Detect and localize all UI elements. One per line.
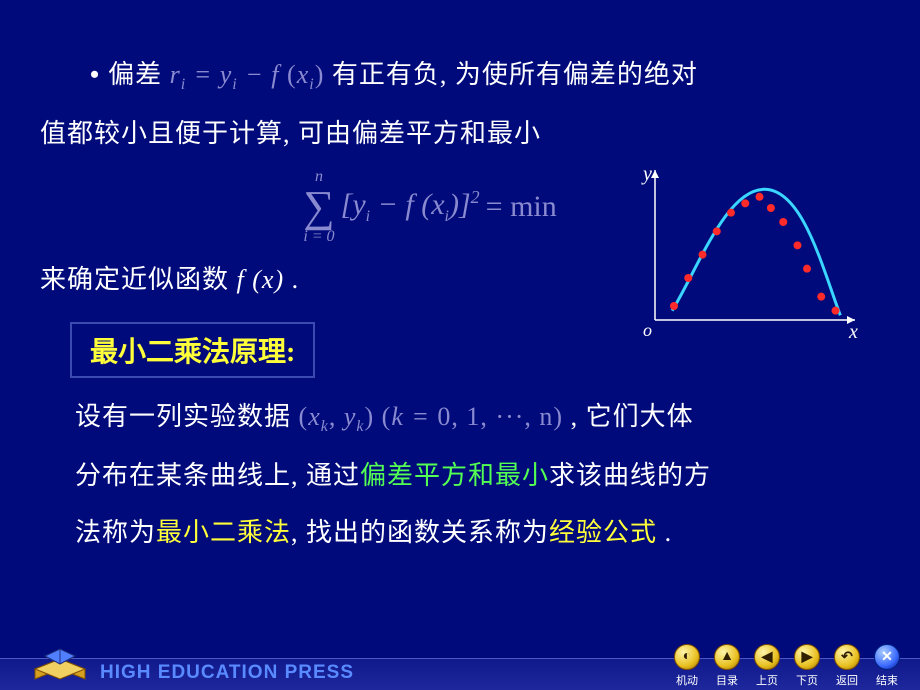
- footer: HIGH EDUCATION PRESS ◐ 机动 ▲ 目录 ◀ 上页 ▶ 下页 ↶ 返回 ✕ 结束: [0, 620, 920, 690]
- nav-glyph-icon: ▶: [802, 649, 813, 666]
- text-2: 值都较小且便于计算, 可由偏差平方和最小: [40, 119, 541, 148]
- scatter-chart: y x o: [640, 160, 860, 340]
- nav-label: 机动: [676, 672, 698, 688]
- text-1b: 有正有负: [332, 60, 440, 89]
- text-4a: 设有一列实验数据: [75, 402, 291, 431]
- text-1a: 偏差: [108, 60, 162, 89]
- nav-circle: ↶: [834, 644, 860, 670]
- nav-glyph-icon: ▲: [720, 649, 734, 665]
- paragraph-4: 设有一列实验数据 (xk, yk) (k = 0, 1, ···, n) , 它…: [40, 392, 880, 443]
- press-text: HIGH EDUCATION PRESS: [100, 662, 354, 684]
- nav-返回[interactable]: ↶ 返回: [834, 644, 860, 688]
- text-3b: .: [284, 265, 299, 294]
- slide-content: • 偏差 ri = yi − f (xi) 有正有负, 为使所有偏差的绝对 值都较…: [0, 0, 920, 620]
- svg-text:x: x: [848, 321, 858, 340]
- nav-glyph-icon: ✕: [881, 649, 893, 666]
- text-3a: 来确定近似函数: [40, 265, 237, 294]
- chart-svg: y x o: [640, 160, 860, 340]
- nav-glyph-icon: ◐: [683, 649, 691, 665]
- paragraph-2: 值都较小且便于计算, 可由偏差平方和最小: [40, 109, 880, 158]
- sum-formula: n ∑ i = 0 [yi − f (xi)]2 = min: [303, 169, 557, 245]
- nav-label: 目录: [716, 672, 738, 688]
- principle-box: 最小二乘法原理:: [70, 322, 315, 378]
- nav-glyph-icon: ↶: [841, 649, 853, 666]
- text-4b: , 它们大体: [571, 402, 694, 431]
- nav-circle: ✕: [874, 644, 900, 670]
- nav-buttons: ◐ 机动 ▲ 目录 ◀ 上页 ▶ 下页 ↶ 返回 ✕ 结束: [674, 644, 900, 688]
- math-residual: ri = yi − f (xi): [170, 60, 332, 89]
- nav-circle: ◀: [754, 644, 780, 670]
- sigma: n ∑ i = 0: [303, 169, 334, 245]
- nav-label: 返回: [836, 672, 858, 688]
- nav-上页[interactable]: ◀ 上页: [754, 644, 780, 688]
- nav-circle: ▶: [794, 644, 820, 670]
- text-6y1: 最小二乘法: [156, 518, 291, 547]
- bullet: •: [90, 60, 100, 89]
- nav-机动[interactable]: ◐ 机动: [674, 644, 700, 688]
- text-5green: 偏差平方和最小: [360, 461, 549, 490]
- nav-circle: ▲: [714, 644, 740, 670]
- book-icon: [30, 634, 90, 684]
- text-5b: 求该曲线的方: [549, 461, 711, 490]
- nav-label: 上页: [756, 672, 778, 688]
- nav-下页[interactable]: ▶ 下页: [794, 644, 820, 688]
- paragraph-5: 分布在某条曲线上, 通过偏差平方和最小求该曲线的方: [40, 451, 880, 500]
- text-1c: , 为使所有偏差的绝对: [440, 60, 698, 89]
- nav-目录[interactable]: ▲ 目录: [714, 644, 740, 688]
- paragraph-1: • 偏差 ri = yi − f (xi) 有正有负, 为使所有偏差的绝对: [40, 50, 880, 101]
- text-6c: .: [657, 518, 672, 547]
- nav-结束[interactable]: ✕ 结束: [874, 644, 900, 688]
- text-6a: 法称为: [75, 518, 156, 547]
- nav-label: 下页: [796, 672, 818, 688]
- math-xkyk: (xk, yk) (k = 0, 1, ···, n): [299, 402, 571, 431]
- nav-glyph-icon: ◀: [762, 649, 773, 666]
- text-6b: , 找出的函数关系称为: [291, 518, 549, 547]
- nav-circle: ◐: [674, 644, 700, 670]
- fx-text: f (x): [237, 265, 285, 294]
- paragraph-6: 法称为最小二乘法, 找出的函数关系称为经验公式 .: [40, 508, 880, 557]
- svg-text:y: y: [641, 163, 652, 185]
- text-6y2: 经验公式: [549, 518, 657, 547]
- text-5a: 分布在某条曲线上, 通过: [75, 461, 360, 490]
- nav-label: 结束: [876, 672, 898, 688]
- svg-text:o: o: [643, 320, 652, 340]
